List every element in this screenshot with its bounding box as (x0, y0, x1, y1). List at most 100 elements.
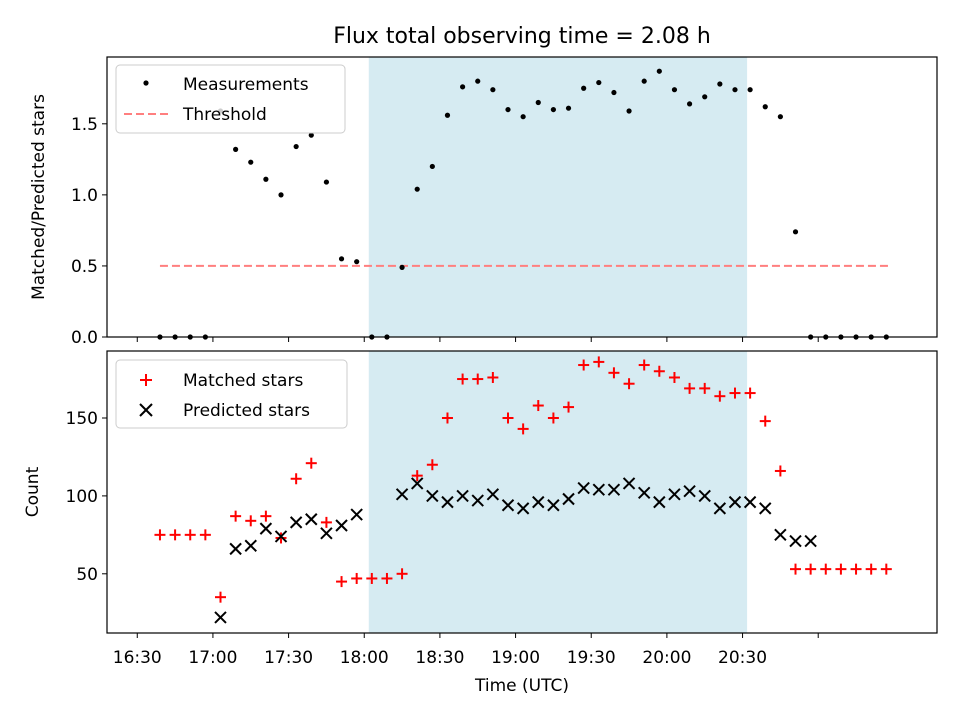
measurement-point (717, 81, 723, 87)
predicted-star-point (274, 530, 288, 543)
legend-matched-marker (140, 374, 152, 386)
matched-star-point (790, 563, 802, 575)
matched-star-point (351, 572, 363, 584)
matched-star-point (245, 515, 257, 527)
matched-star-point (426, 459, 438, 471)
legend-matched-label: Matched stars (183, 371, 303, 391)
matched-star-point (759, 415, 771, 427)
matched-star-point (608, 367, 620, 379)
measurement-point (671, 87, 678, 93)
measurement-point (777, 114, 783, 120)
predicted-star-point (350, 508, 363, 521)
top-plot-frame (106, 56, 938, 338)
measurement-point (475, 78, 481, 84)
measurement-point (732, 87, 738, 93)
predicted-star-point (411, 477, 424, 490)
measurement-point (429, 163, 435, 170)
predicted-star-point (516, 502, 530, 515)
matched-star-point (653, 365, 665, 377)
predicted-star-point (713, 502, 727, 515)
matched-star-point (835, 563, 847, 575)
predicted-star-point (395, 488, 409, 501)
predicted-star-point (804, 534, 817, 548)
legend-predicted-label: Predicted stars (183, 401, 310, 421)
bottom-xtick-label: 17:30 (264, 648, 313, 668)
measurement-point (460, 84, 466, 90)
matched-star-point (290, 473, 302, 485)
predicted-star-point (728, 495, 742, 509)
matched-star-point (154, 529, 166, 541)
top-ylabel: Matched/Predicted stars (29, 94, 49, 300)
bottom-xtick-label: 19:30 (567, 648, 616, 668)
matched-star-point (184, 529, 196, 541)
predicted-star-point (229, 542, 242, 556)
matched-star-point (699, 382, 711, 394)
predicted-star-point (426, 489, 439, 503)
measurement-point (581, 85, 587, 91)
matched-star-point (563, 401, 575, 413)
matched-star-point (275, 532, 287, 544)
top-ytick-label: 1.5 (71, 115, 98, 135)
predicted-star-point (532, 495, 545, 509)
bottom-xtick-label: 20:30 (718, 648, 767, 668)
bottom-ytick-label: 100 (66, 487, 98, 507)
bottom-xtick-label: 17:00 (188, 648, 237, 668)
bottom-xtick-label: 16:30 (113, 648, 162, 668)
matched-star-point (532, 400, 544, 412)
predicted-star-point (486, 488, 500, 501)
top-panel: 0.0 0.5 1.0 1.5 Matched/Predicted stars Mea… (29, 56, 938, 348)
matched-star-point (880, 563, 892, 575)
bottom-ytick-label: 50 (76, 565, 98, 585)
matched-star-point (169, 529, 181, 541)
predicted-star-point (562, 492, 575, 506)
measurement-point (762, 104, 768, 110)
predicted-star-point (592, 483, 606, 496)
bottom-panel: 50 100 150 16:30 17:00 17:30 18:00 18:30 19:00 1… (23, 350, 938, 696)
bottom-legend: Matched stars Predicted stars (115, 359, 348, 429)
matched-star-point (502, 412, 514, 424)
predicted-star-point (774, 528, 787, 542)
predicted-star-point (547, 499, 560, 512)
matched-star-point (684, 382, 696, 394)
measurement-point (414, 186, 420, 192)
measurement-point (293, 143, 299, 150)
predicted-star-point (471, 494, 484, 507)
predicted-star-point (622, 477, 636, 490)
matched-star-point (623, 378, 635, 390)
predicted-star-point (653, 495, 666, 509)
matched-star-point (199, 529, 211, 541)
measurement-point (338, 256, 345, 262)
measurement-point (747, 87, 753, 93)
measurement-point (626, 108, 632, 114)
measurement-point (444, 112, 451, 118)
measurement-point (354, 259, 360, 265)
measurement-point (520, 114, 526, 120)
bottom-highlight-span (368, 351, 748, 633)
predicted-star-point (501, 499, 515, 512)
matched-star-point (774, 465, 786, 477)
top-ytick-label: 1.0 (71, 186, 98, 206)
predicted-star-point (698, 489, 711, 503)
measurement-point (535, 99, 541, 106)
matched-star-point (336, 576, 348, 588)
matched-star-point (820, 563, 832, 575)
measurement-point (686, 101, 693, 107)
legend-measurements-marker (143, 80, 149, 86)
matched-star-point (214, 591, 226, 603)
matched-star-point (320, 516, 332, 528)
measurement-point (248, 159, 254, 165)
matched-star-point (547, 412, 559, 424)
matched-star-point (487, 371, 499, 383)
bottom-plot-frame (106, 350, 938, 634)
measurement-point (233, 146, 239, 152)
matched-star-point (517, 423, 529, 435)
predicted-star-point (214, 611, 227, 624)
measurement-point (550, 106, 556, 113)
top-ytick-label: 0.0 (71, 328, 98, 348)
measurement-point (565, 105, 572, 111)
predicted-star-point (441, 495, 454, 509)
matched-star-point (729, 387, 741, 399)
measurement-point (792, 229, 799, 235)
predicted-star-point (759, 502, 772, 515)
